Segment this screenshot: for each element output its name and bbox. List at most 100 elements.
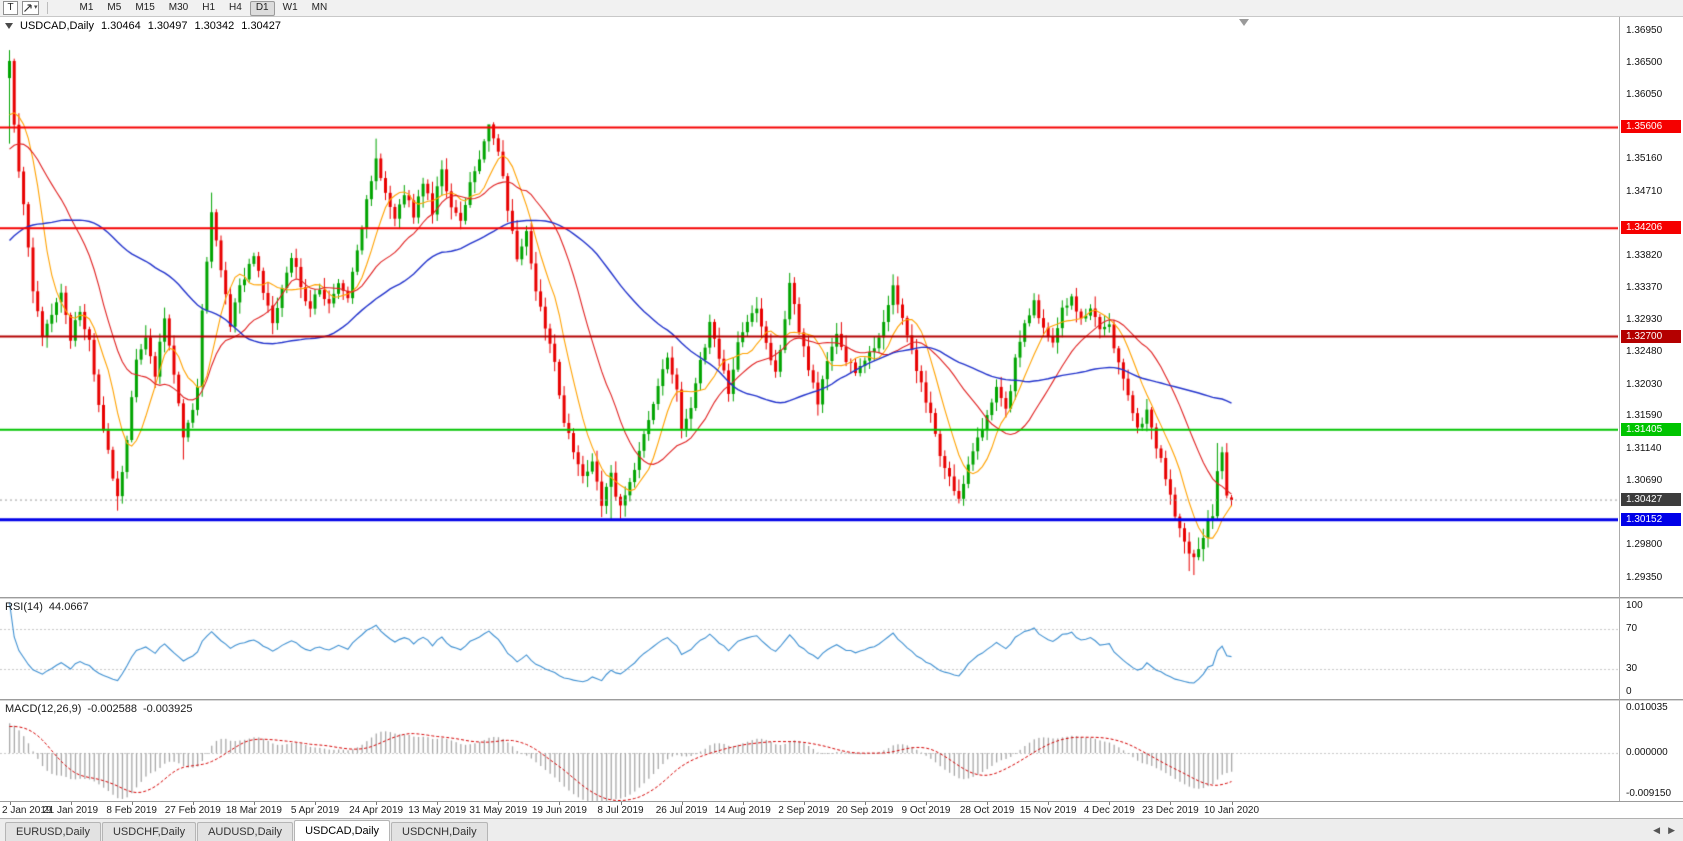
one-click-trading-icon[interactable] [5,23,13,29]
timeframe-button-h4[interactable]: H4 [229,1,242,13]
time-scale-tick [926,802,927,805]
price-line-badge: 1.35606 [1621,120,1681,134]
macd-signal-value: -0.003925 [142,703,193,715]
time-scale-label: 18 Mar 2019 [225,805,282,816]
tab-scroll-right-icon[interactable]: ▶ [1668,825,1675,835]
time-scale-tick [559,802,561,805]
time-scale-label: 8 Feb 2019 [106,805,157,816]
price-scale-tick: 100 [1626,600,1643,611]
macd-panel: MACD(12,26,9) -0.002588 -0.003925 [0,701,1683,801]
time-scale-tick [376,802,378,805]
chart-area: USDCAD,Daily 1.30464 1.30497 1.30342 1.3… [0,17,1683,801]
time-scale-tick [498,802,500,805]
chart-tab-usdcad[interactable]: USDCAD,Daily [294,820,391,841]
timeframe-button-m5[interactable]: M5 [107,1,122,13]
price-scale-tick: 30 [1626,663,1638,674]
tab-scroll-buttons: ◀ ▶ [1653,825,1675,836]
time-scale-tick [1231,802,1233,805]
price-line-badge: 1.31405 [1621,422,1681,436]
chart-tab-bar: ◀ ▶ EURUSD,Daily USDCHF,Daily AUDUSD,Daily… [0,818,1683,841]
time-scale-label: 15 Nov 2019 [1019,805,1077,816]
time-scale-label: 19 Jun 2019 [531,805,587,816]
chart-tab-audusd[interactable]: AUDUSD,Daily [197,822,294,841]
price-line-badge: 1.34206 [1621,221,1681,235]
timeframe-button-m15[interactable]: M15 [135,1,155,13]
time-scale-tick [1048,802,1050,805]
time-scale-tick [681,802,683,805]
main-chart-panel: USDCAD,Daily 1.30464 1.30497 1.30342 1.3… [0,17,1683,597]
chart-header: USDCAD,Daily 1.30464 1.30497 1.30342 1.3… [5,20,281,32]
timeframe-button-mn[interactable]: MN [311,1,328,13]
timeframe-button-m1[interactable]: M1 [79,1,94,13]
ohlc-close-value: 1.30427 [241,20,282,32]
panel-splitter[interactable] [0,597,1683,599]
top-toolbar: T ▾ M1 M5 M15 M30 H1 H4 D1 W1 MN [0,0,1683,17]
panel-splitter[interactable] [0,699,1683,701]
time-scale-tick [70,802,72,805]
timeframe-button-h1[interactable]: H1 [202,1,216,13]
rsi-canvas[interactable] [0,599,1618,699]
time-scale-tick [131,802,133,805]
price-scale-tick: 0.000000 [1626,747,1668,758]
chart-tab-usdchf[interactable]: USDCHF,Daily [101,822,197,841]
time-scale-label: 28 Oct 2019 [959,805,1015,816]
time-scale-label: 23 Dec 2019 [1142,805,1199,816]
chart-tab-eurusd[interactable]: EURUSD,Daily [5,822,101,841]
time-scale-label: 2 Jan 2019 [2,805,52,816]
macd-main-value: -0.002588 [87,703,137,715]
time-scale-label: 20 Sep 2019 [836,805,894,816]
time-scale-label: 27 Feb 2019 [164,805,221,816]
time-scale-tick [9,802,11,805]
main-chart-canvas[interactable] [0,17,1618,597]
price-scale-tick: 1.31590 [1626,410,1663,422]
rsi-value: 44.0667 [48,601,89,613]
timeframe-button-d1[interactable]: D1 [249,0,275,16]
time-scale-tick [803,802,805,805]
time-scale-tick [620,802,622,805]
price-scale-tick: 1.33820 [1626,249,1663,261]
macd-canvas[interactable] [0,701,1618,801]
time-scale-tick [742,802,744,805]
price-scale-tick: 1.36950 [1626,24,1663,36]
time-scale-label: 24 Apr 2019 [349,805,404,816]
time-scale[interactable]: 2 Jan 2019 21 Jan 2019 8 Feb 2019 27 Feb 20… [0,801,1683,818]
text-tool-button[interactable]: T [3,1,18,15]
time-scale-label: 2 Sep 2019 [778,805,830,816]
time-scale-label: 4 Dec 2019 [1083,805,1135,816]
ohlc-high-value: 1.30497 [147,20,188,32]
price-scale-tick: 1.32480 [1626,346,1663,358]
time-scale-label: 13 May 2019 [408,805,467,816]
price-scale-tick: 1.31140 [1626,442,1662,454]
chart-shift-marker-icon[interactable] [1239,19,1250,26]
toolbar-separator [46,2,48,14]
timeframe-buttons: M1 M5 M15 M30 H1 H4 D1 W1 MN [74,0,334,16]
price-scale-tick: 1.29800 [1626,539,1663,551]
price-scale[interactable]: 1.36950 1.36500 1.36050 1.35160 1.34710 1.338… [1619,17,1683,801]
price-scale-tick: 1.29350 [1626,571,1663,583]
ohlc-open-value: 1.30464 [100,20,141,32]
tab-scroll-left-icon[interactable]: ◀ [1653,825,1661,835]
price-scale-tick: -0.009150 [1626,788,1672,799]
chart-symbol-label: USDCAD,Daily [20,20,94,32]
price-scale-tick: 1.35160 [1626,153,1663,165]
timeframe-button-w1[interactable]: W1 [282,1,298,13]
chart-tab-usdcnh[interactable]: USDCNH,Daily [391,822,488,841]
price-line-badge: 1.32700 [1621,329,1681,343]
rsi-name: RSI(14) [5,601,43,613]
time-scale-label: 21 Jan 2019 [43,805,99,816]
price-scale-tick: 0.010035 [1626,702,1668,713]
time-scale-tick [253,802,255,805]
time-scale-tick [1170,802,1172,805]
price-scale-tick: 1.32030 [1626,378,1663,390]
dropdown-caret-icon: ▾ [34,4,38,11]
price-scale-tick: 70 [1626,623,1638,634]
ohlc-low-value: 1.30342 [194,20,235,32]
price-line-badge: 1.30152 [1621,512,1681,526]
time-scale-tick [437,802,439,805]
rsi-panel: RSI(14) 44.0667 [0,599,1683,699]
time-scale-tick [1109,802,1111,805]
price-scale-tick: 1.32930 [1626,313,1663,325]
arrow-tool-button[interactable]: ▾ [22,1,39,15]
timeframe-button-m30[interactable]: M30 [168,1,189,13]
time-scale-tick [864,802,866,805]
